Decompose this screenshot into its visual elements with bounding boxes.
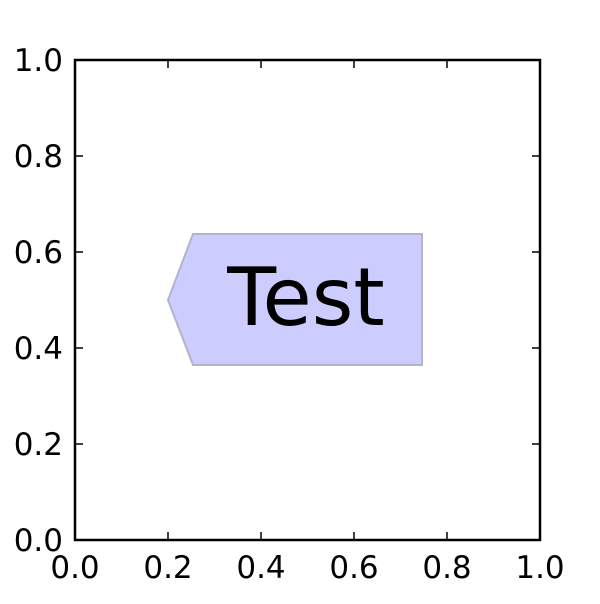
y-tick-label: 0.0 xyxy=(14,523,63,559)
annotations: Test xyxy=(166,233,423,366)
x-tick-label: 0.8 xyxy=(422,550,471,586)
x-tick-label: 0.4 xyxy=(236,550,285,586)
y-tick-label: 0.8 xyxy=(14,139,63,175)
ticks: 0.0 0.2 0.4 0.6 0.8 1.0 0.0 0.2 0.4 0.6 0.8 1.0 xyxy=(14,43,565,586)
x-tick-label: 0.2 xyxy=(143,550,192,586)
x-tick-label: 0.0 xyxy=(50,550,99,586)
annotation-text: Test xyxy=(226,251,385,344)
y-tick-label: 0.6 xyxy=(14,235,63,271)
annotation: Test xyxy=(166,233,423,366)
y-tick-label: 0.2 xyxy=(14,427,63,463)
y-tick-label: 0.4 xyxy=(14,331,63,367)
annotation-arrow-box xyxy=(166,233,423,366)
x-tick-label: 1.0 xyxy=(515,550,564,586)
y-tick-label: 1.0 xyxy=(14,43,63,79)
x-tick-label: 0.6 xyxy=(329,550,378,586)
